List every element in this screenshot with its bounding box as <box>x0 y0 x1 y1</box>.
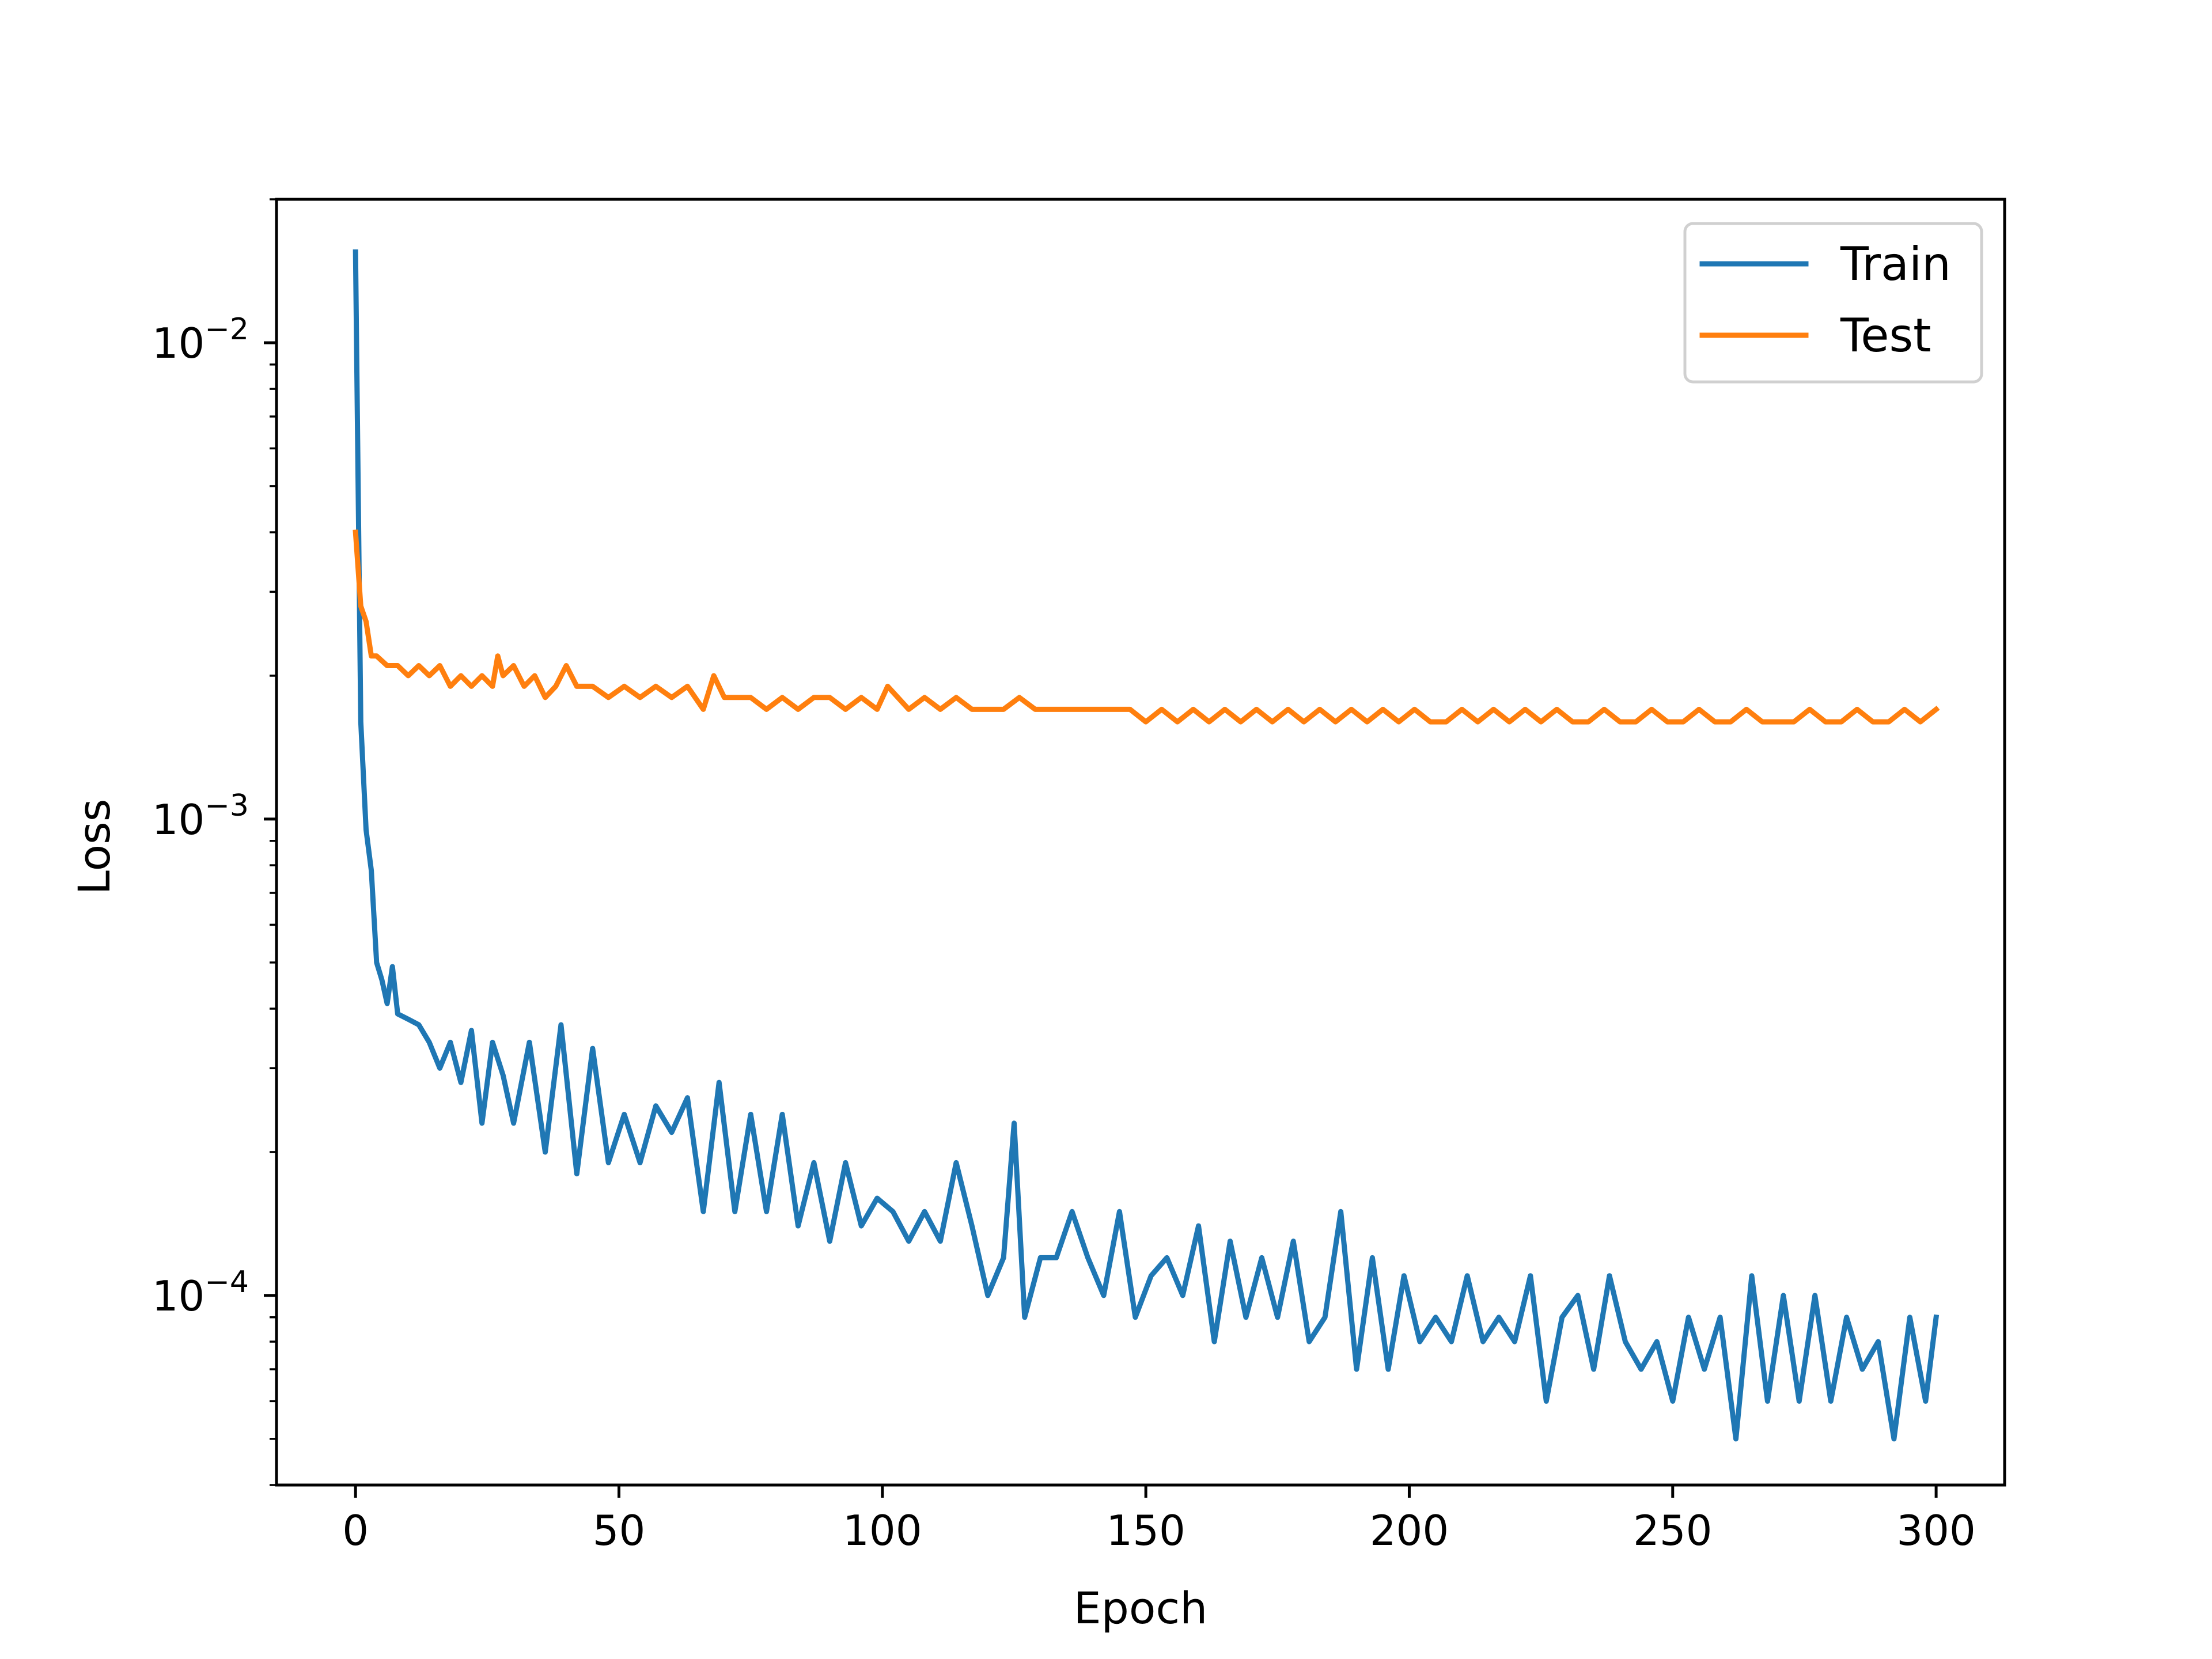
x-tick-label: 0 <box>342 1506 369 1555</box>
plot-lines <box>353 249 1940 1442</box>
legend: Train Test <box>1683 222 1983 384</box>
legend-label-test: Test <box>1840 309 1931 362</box>
series-line-test <box>353 529 1940 725</box>
x-tick-label: 50 <box>593 1506 646 1555</box>
x-tick-label: 100 <box>843 1506 922 1555</box>
legend-label-train: Train <box>1840 237 1951 291</box>
plot-frame <box>275 198 2006 1487</box>
x-tick-label: 300 <box>1896 1506 1975 1555</box>
x-tick-label: 150 <box>1106 1506 1185 1555</box>
y-tick-label: 10−4 <box>152 1265 249 1320</box>
x-axis-label: Epoch <box>1074 1582 1208 1634</box>
x-tick-label: 250 <box>1633 1506 1712 1555</box>
x-tick-label: 200 <box>1370 1506 1449 1555</box>
y-tick-label: 10−2 <box>152 312 249 368</box>
axis-ticks: 0 50 100 150 200 250 300 10−4 10−3 10−2 <box>152 198 1976 1555</box>
y-axis-label: Loss <box>69 799 120 895</box>
series-line-train <box>353 249 1940 1442</box>
y-tick-label: 10−3 <box>152 789 249 844</box>
